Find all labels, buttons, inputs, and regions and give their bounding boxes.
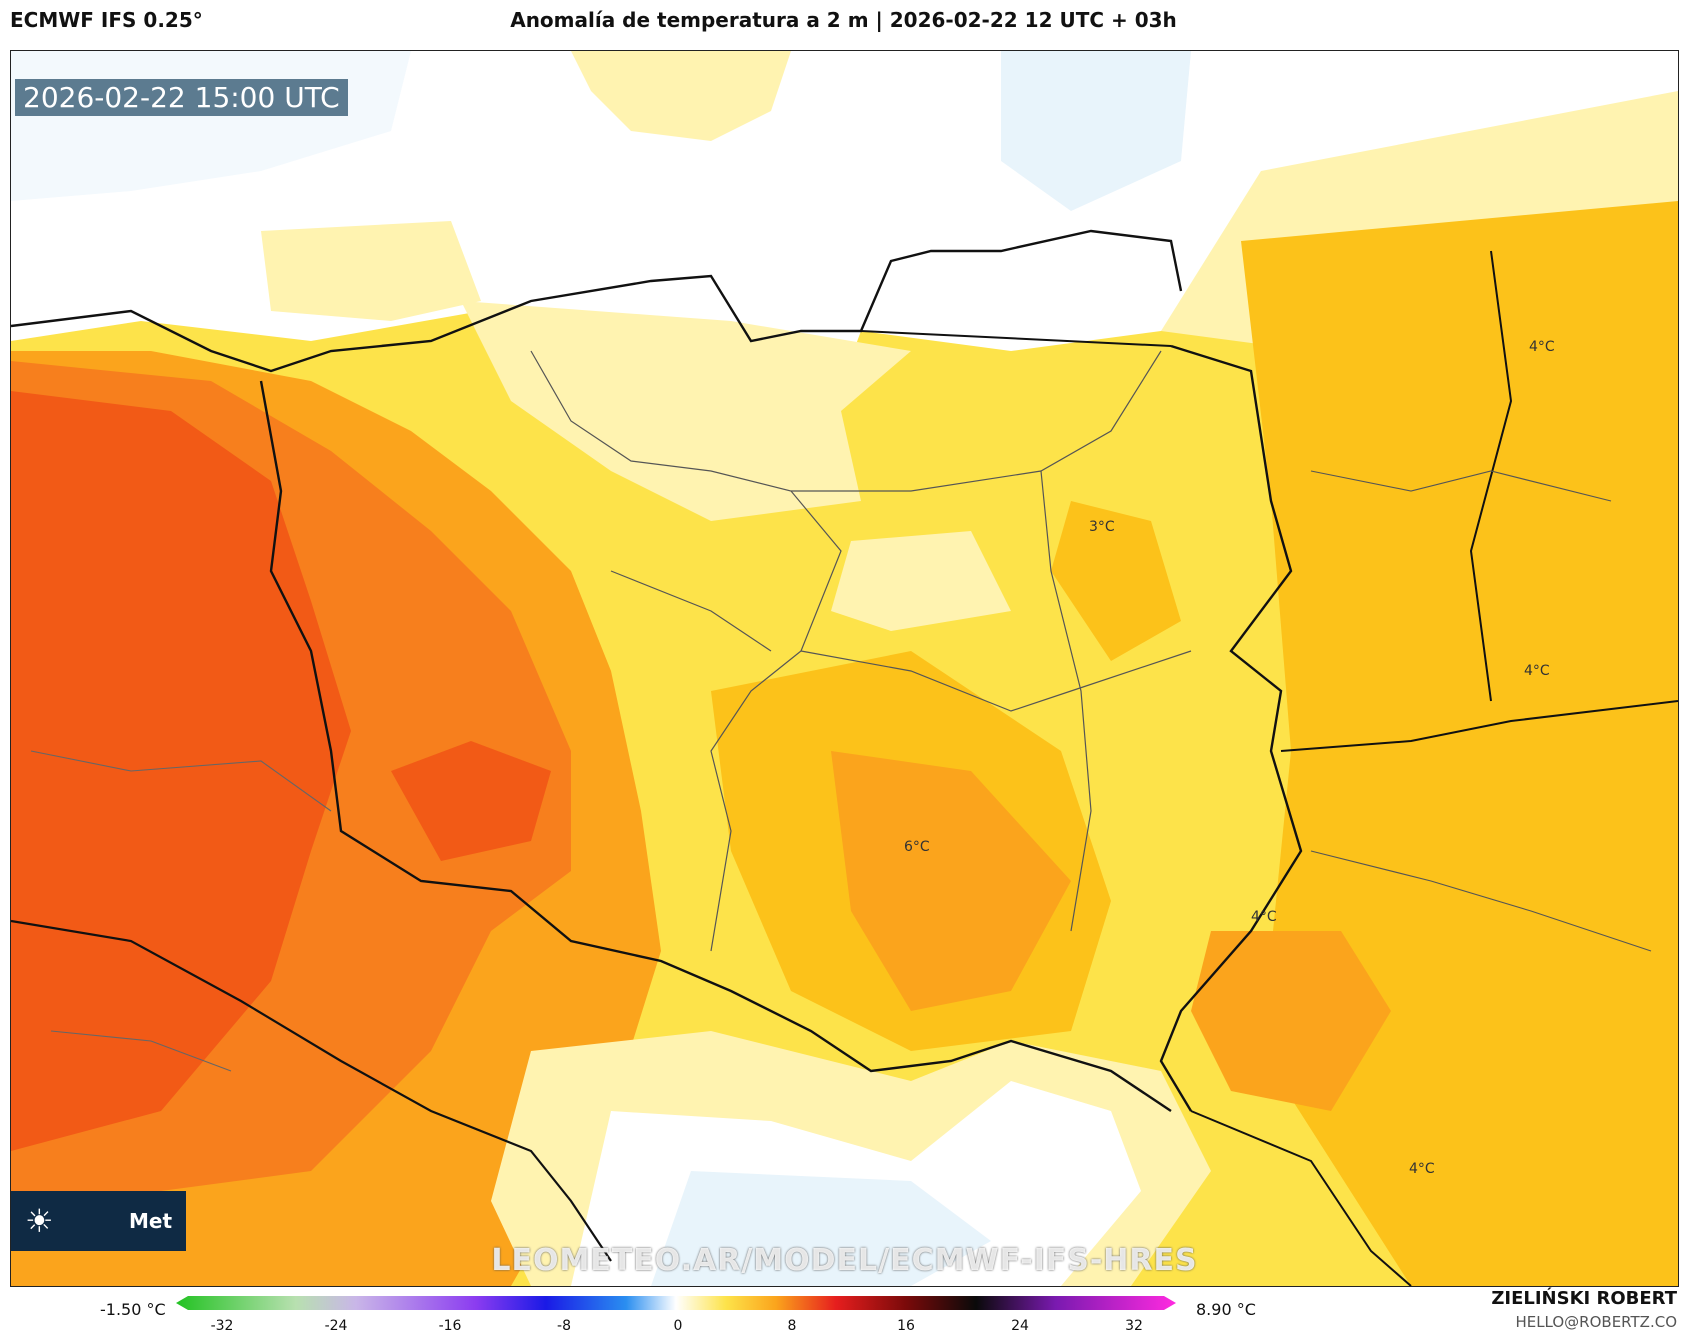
watermark-url: LEOMETEO.AR/MODEL/ECMWF-IFS-HRES [491,1243,1198,1278]
label-4c-southeast: 4°C [1251,909,1277,925]
model-title: ECMWF IFS 0.25° [10,8,203,32]
legend-max-label: 8.90 °C [1196,1300,1256,1319]
valid-time-badge: 2026-02-22 15:00 UTC [15,79,348,116]
legend-min-label: -1.50 °C [100,1300,166,1319]
legend-tick: 24 [1011,1318,1029,1334]
legend-tick: 16 [897,1318,915,1334]
legend-tick: 32 [1125,1318,1143,1334]
map-view[interactable]: 2026-02-22 15:00 UTC 4°C 3°C 4°C 6°C 4°C… [10,50,1679,1287]
label-4c-east: 4°C [1524,663,1550,679]
sun-icon: ☀ [25,1202,54,1240]
label-3c-center: 3°C [1089,519,1115,535]
legend-colorbar [176,1296,1176,1310]
author-credit: ZIELIŃSKI ROBERT [1491,1288,1677,1309]
legend-tick: -32 [210,1318,234,1334]
logo-text: Met [129,1209,173,1233]
legend-tick: -16 [438,1318,462,1334]
label-4c-northeast: 4°C [1529,339,1555,355]
logo-banner[interactable]: ☀ Met [11,1191,186,1251]
legend-tick: -8 [557,1318,571,1334]
label-4c-bottom-right: 4°C [1409,1161,1435,1177]
legend-tick: -24 [324,1318,348,1334]
legend-tick: 8 [787,1318,797,1334]
label-6c-south: 6°C [904,839,930,855]
color-legend: -1.50 °C -32 -24 -16 -8 0 8 [0,1290,1687,1339]
legend-tick: 0 [673,1318,683,1334]
author-email[interactable]: HELLO@ROBERTZ.CO [1515,1313,1677,1331]
chart-title: Anomalía de temperatura a 2 m | 2026-02-… [510,8,1177,32]
temperature-anomaly-map [11,51,1678,1286]
